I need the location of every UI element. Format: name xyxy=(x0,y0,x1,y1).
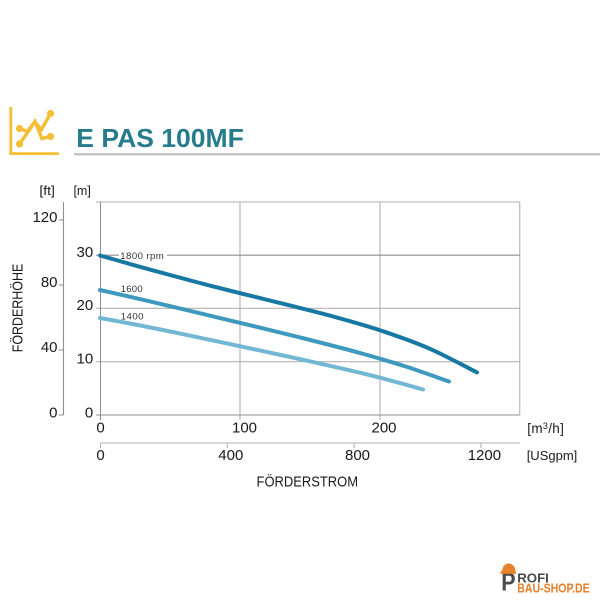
svg-text:FÖRDERHÖHE: FÖRDERHÖHE xyxy=(9,263,27,352)
svg-text:1400: 1400 xyxy=(121,312,144,323)
svg-text:1600: 1600 xyxy=(121,284,143,295)
svg-text:120: 120 xyxy=(32,209,57,226)
svg-text:80: 80 xyxy=(41,274,58,291)
svg-text:E PAS 100MF: E PAS 100MF xyxy=(76,125,244,153)
svg-text:ROFI: ROFI xyxy=(517,571,549,586)
svg-text:0: 0 xyxy=(96,447,104,464)
svg-text:P: P xyxy=(501,568,515,596)
svg-text:1800 rpm: 1800 rpm xyxy=(120,251,164,262)
svg-text:[m]: [m] xyxy=(73,183,91,198)
svg-text:BAU-SHOP.DE: BAU-SHOP.DE xyxy=(517,583,590,596)
svg-text:0: 0 xyxy=(96,420,104,437)
svg-text:0: 0 xyxy=(85,404,93,421)
svg-text:800: 800 xyxy=(345,447,370,464)
svg-text:20: 20 xyxy=(77,297,94,314)
svg-text:[ft]: [ft] xyxy=(39,183,55,198)
svg-text:[USgpm]: [USgpm] xyxy=(527,448,578,463)
svg-text:30: 30 xyxy=(77,244,94,261)
svg-text:FÖRDERSTROM: FÖRDERSTROM xyxy=(257,472,359,490)
svg-text:100: 100 xyxy=(232,420,257,437)
svg-text:[m3/h]: [m3/h] xyxy=(527,421,564,436)
svg-text:10: 10 xyxy=(77,351,94,368)
svg-text:40: 40 xyxy=(41,339,58,356)
svg-text:400: 400 xyxy=(218,447,243,464)
svg-text:0: 0 xyxy=(49,404,57,421)
svg-text:200: 200 xyxy=(371,420,396,437)
svg-text:1200: 1200 xyxy=(468,447,501,464)
